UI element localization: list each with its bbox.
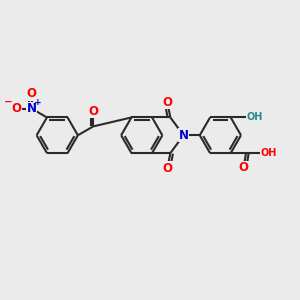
Text: OH: OH — [260, 148, 277, 158]
Text: N: N — [27, 102, 37, 115]
Text: O: O — [11, 102, 21, 115]
Text: O: O — [238, 161, 249, 174]
Text: O: O — [88, 105, 98, 118]
Text: +: + — [34, 98, 42, 106]
Text: −: − — [4, 97, 13, 107]
Text: N: N — [178, 129, 189, 142]
Text: OH: OH — [246, 112, 262, 122]
Text: O: O — [27, 87, 37, 101]
Text: O: O — [162, 162, 172, 175]
Text: O: O — [162, 96, 172, 109]
